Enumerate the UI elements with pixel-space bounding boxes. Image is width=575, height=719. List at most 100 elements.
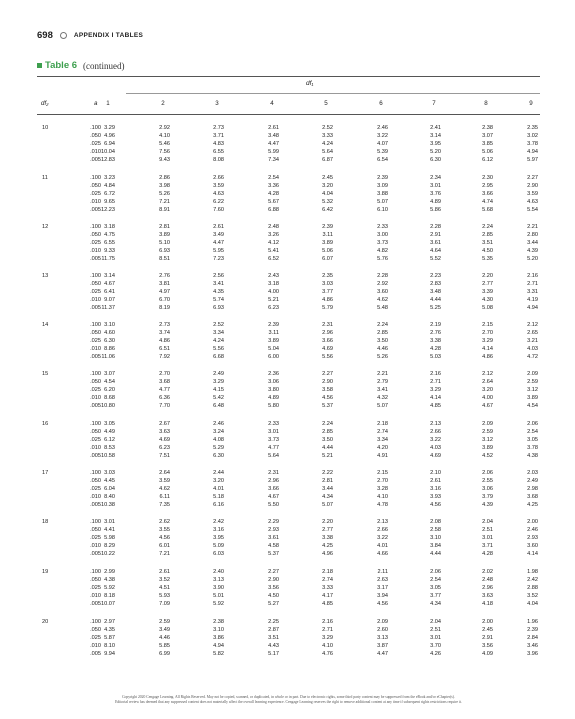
f-value-cell: 5.37 [268,550,279,557]
f-value-cell: 2.61 [268,125,279,131]
alpha-cell: .100 [90,619,101,625]
f-value-cell: 7.60 [213,206,224,213]
f-value-cell: 5.86 [430,206,441,213]
table-row: .100 2.99 2.61 2.40 2.27 2.18 2.11 2.06 2.02 1.98 [37,569,540,577]
f-value-cell: 11.06 [101,353,115,360]
f-value-cell: 4.18 [482,600,493,607]
f-value-cell: 5.99 [268,148,279,155]
f-value-cell: 6.48 [213,402,224,409]
f-value-cell: 2.49 [213,371,224,377]
f-value-cell: 2.61 [159,569,170,575]
table-row: .050 4.96 4.10 3.71 3.48 3.33 3.22 3.14 3.07 3.02 [37,133,540,141]
f-value-cell: 2.61 [430,477,441,484]
f-value-cell: 2.06 [430,569,441,575]
column-header-9: 9 [529,100,533,107]
f-value-cell: 2.35 [322,273,333,279]
f-value-cell: 2.87 [268,626,279,633]
f-value-cell: 3.01 [430,634,441,641]
f-value-cell: 2.31 [268,470,279,476]
f-value-cell: 7.23 [213,255,224,262]
table-row: .025 6.72 5.26 4.63 4.28 4.04 3.88 3.76 3.66 3.59 [37,191,540,199]
f-value-cell: 4.09 [482,650,493,657]
f-value-cell: 4.28 [268,190,279,197]
f-value-cell: 5.48 [377,304,388,311]
table-row: .010 8.53 6.23 5.29 4.77 4.44 4.20 4.03 3.89 3.78 [37,445,540,453]
f-value-cell: 7.70 [159,402,170,409]
f-value-cell: 4.35 [213,288,224,295]
alpha-cell: .010 [90,148,101,155]
f-value-cell: 2.61 [213,224,224,230]
f-value-cell: 6.41 [104,288,115,295]
f-value-cell: 8.08 [213,156,224,163]
alpha-cell: .100 [90,421,101,427]
f-value-cell: 6.72 [104,190,115,197]
f-value-cell: 5.37 [322,402,333,409]
f-value-cell: 6.04 [104,485,115,492]
alpha-cell: .025 [90,584,101,591]
f-value-cell: 3.36 [268,182,279,189]
df2-value: 12 [42,224,49,230]
table-row: .005 11.75 8.51 7.23 6.52 6.07 5.76 5.52 5.35 5.2… [37,256,540,264]
f-value-cell: 3.49 [159,626,170,633]
df2-group-17: 17.100 3.03 2.64 2.44 2.31 2.22 2.15 2.10 2.06 2.… [37,470,540,509]
f-value-cell: 2.03 [527,470,538,476]
alpha-cell: .025 [90,140,101,147]
f-value-cell: 5.76 [377,255,388,262]
f-value-cell: 11.37 [101,304,115,311]
alpha-cell: .100 [90,125,101,131]
f-value-cell: 4.47 [213,239,224,246]
f-value-cell: 4.54 [104,378,115,385]
f-value-cell: 2.36 [268,371,279,377]
f-value-cell: 3.85 [482,140,493,147]
f-value-cell: 2.74 [377,428,388,435]
alpha-cell: .050 [90,231,101,238]
f-value-cell: 2.59 [527,378,538,385]
f-value-cell: 4.94 [527,304,538,311]
f-value-cell: 2.62 [159,519,170,525]
f-value-cell: 7.35 [159,501,170,508]
f-value-cell: 2.02 [482,569,493,575]
f-value-cell: 3.59 [159,477,170,484]
f-value-cell: 4.07 [377,140,388,147]
f-value-cell: 2.25 [268,619,279,625]
f-value-cell: 3.61 [268,534,279,541]
alpha-cell: .050 [90,477,101,484]
df2-value: 17 [42,470,49,476]
f-value-cell: 2.93 [268,526,279,533]
f-value-cell: 2.20 [482,273,493,279]
f-value-cell: 3.12 [527,386,538,393]
f-value-cell: 5.10 [159,239,170,246]
f-value-cell: 3.71 [213,132,224,139]
table-row: .050 4.75 3.89 3.49 3.26 3.11 3.00 2.91 2.85 2.80 [37,232,540,240]
f-value-cell: 5.54 [527,206,538,213]
f-value-cell: 2.54 [268,175,279,181]
f-value-cell: 4.43 [268,642,279,649]
f-value-cell: 4.74 [482,198,493,205]
f-value-cell: 6.11 [159,493,170,500]
f-value-cell: 2.93 [527,534,538,541]
f-value-cell: 4.67 [268,493,279,500]
f-value-cell: 4.69 [322,345,333,352]
f-value-cell: 3.60 [377,288,388,295]
f-value-cell: 4.94 [213,642,224,649]
alpha-cell: .050 [90,626,101,633]
f-value-cell: 3.34 [213,329,224,336]
f-value-cell: 2.95 [482,182,493,189]
f-value-cell: 2.39 [322,224,333,230]
f-value-cell: 6.42 [322,206,333,213]
f-value-cell: 4.39 [482,501,493,508]
table-row: .025 5.98 4.56 3.95 3.61 3.38 3.22 3.10 3.01 2.93 [37,535,540,543]
alpha-cell: .100 [90,569,101,575]
f-value-cell: 4.69 [430,452,441,459]
f-value-cell: 4.91 [377,452,388,459]
f-value-cell: 8.40 [104,493,115,500]
f-value-cell: 4.56 [322,394,333,401]
f-value-cell: 3.59 [527,190,538,197]
f-value-cell: 5.92 [104,584,115,591]
f-value-cell: 3.22 [377,534,388,541]
f-value-cell: 4.41 [104,526,115,533]
f-value-cell: 2.97 [104,619,115,625]
table-row: .025 6.04 4.62 4.01 3.66 3.44 3.28 3.16 3.06 2.98 [37,486,540,494]
f-value-cell: 4.58 [268,542,279,549]
df2-group-18: 18.100 3.01 2.62 2.42 2.29 2.20 2.13 2.08 2.04 2.… [37,519,540,558]
